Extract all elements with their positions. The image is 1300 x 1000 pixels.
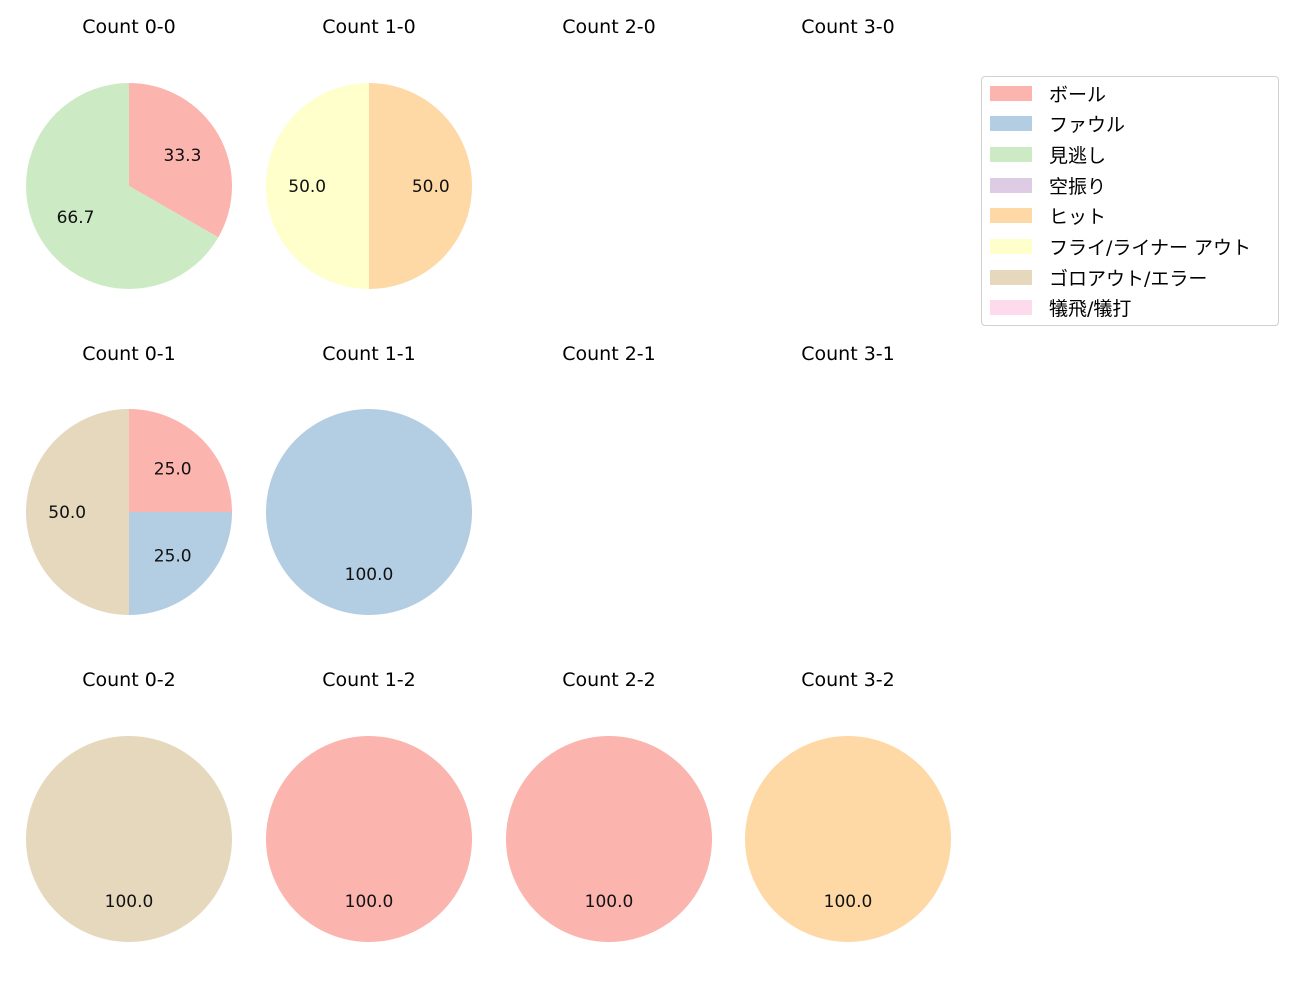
pie-title: Count 0-1 bbox=[82, 343, 176, 365]
pie-title: Count 3-0 bbox=[801, 16, 895, 38]
pie-slice bbox=[26, 736, 232, 942]
pie-slice bbox=[129, 409, 232, 512]
pie-slice bbox=[25, 83, 219, 289]
pie-value-label: 33.3 bbox=[164, 146, 202, 166]
legend-label: 見逃し bbox=[1049, 144, 1107, 167]
legend-item: 空振り bbox=[990, 173, 1107, 198]
pie-chart: 100.0 bbox=[26, 736, 232, 942]
pie-value-label: 25.0 bbox=[154, 547, 192, 567]
legend-label: 空振り bbox=[1049, 175, 1107, 198]
pie-title: Count 3-2 bbox=[801, 669, 895, 691]
pie-value-label: 100.0 bbox=[824, 892, 873, 912]
legend-swatch bbox=[990, 300, 1032, 316]
legend-swatch bbox=[990, 239, 1032, 254]
pie-chart: 100.0 bbox=[745, 736, 951, 942]
pie-title: Count 1-0 bbox=[322, 16, 416, 38]
pie-slice bbox=[129, 83, 232, 238]
pie-value-label: 100.0 bbox=[345, 565, 394, 585]
pie-title: Count 2-2 bbox=[562, 669, 656, 691]
legend-item: ボール bbox=[990, 81, 1107, 106]
legend-item: 見逃し bbox=[990, 142, 1107, 167]
pie-title: Count 0-0 bbox=[82, 16, 176, 38]
pie-slice bbox=[745, 736, 951, 942]
pie-value-label: 50.0 bbox=[412, 177, 450, 197]
pie-value-label: 100.0 bbox=[585, 892, 634, 912]
pie-value-label: 100.0 bbox=[345, 892, 394, 912]
legend-item: ゴロアウト/エラー bbox=[990, 265, 1208, 290]
pie-slice bbox=[266, 736, 472, 942]
legend-label: 犠飛/犠打 bbox=[1049, 298, 1132, 321]
legend-label: ファウル bbox=[1049, 114, 1126, 137]
pie-slice bbox=[266, 83, 369, 289]
legend-item: フライ/ライナー アウト bbox=[990, 235, 1251, 259]
pie-title: Count 2-0 bbox=[562, 16, 656, 38]
legend-label: ヒット bbox=[1049, 206, 1107, 229]
pie-value-label: 50.0 bbox=[48, 503, 86, 523]
pie-value-label: 100.0 bbox=[105, 892, 154, 912]
pie-chart: 100.0 bbox=[266, 736, 472, 942]
pie-chart: 100.0 bbox=[266, 409, 472, 615]
pie-title: Count 1-2 bbox=[322, 669, 416, 691]
pie-title: Count 2-1 bbox=[562, 343, 656, 365]
legend-item: ヒット bbox=[990, 204, 1106, 228]
pie-chart: 25.0 25.0 50.0 bbox=[26, 409, 232, 615]
pie-title: Count 1-1 bbox=[322, 343, 416, 365]
pie-value-label: 50.0 bbox=[288, 177, 326, 197]
chart-legend: ボールファウル見逃し空振りヒットフライ/ライナー アウト ゴロアウト/エラー 犠飛/… bbox=[981, 76, 1279, 326]
legend-swatch bbox=[990, 208, 1032, 224]
legend-label: ボール bbox=[1049, 83, 1107, 106]
pie-slice bbox=[506, 736, 712, 942]
pie-slice bbox=[26, 409, 129, 615]
pie-value-label: 25.0 bbox=[154, 459, 192, 479]
pie-title: Count 0-2 bbox=[82, 669, 176, 691]
legend-swatch bbox=[990, 177, 1032, 193]
pie-value-label: 66.7 bbox=[57, 208, 95, 228]
legend-swatch bbox=[990, 116, 1032, 132]
pie-slice bbox=[129, 512, 232, 615]
legend-label: ゴロアウト/エラー bbox=[1049, 267, 1208, 290]
legend-item: ファウル bbox=[990, 112, 1125, 136]
pie-slice bbox=[266, 409, 472, 615]
pie-slice bbox=[369, 83, 472, 289]
legend-swatch bbox=[990, 146, 1032, 162]
pie-chart: 50.0 50.0 bbox=[266, 83, 472, 289]
legend-swatch bbox=[990, 269, 1032, 285]
legend-label: フライ/ライナー アウト bbox=[1049, 237, 1252, 259]
legend-item: 犠飛/犠打 bbox=[990, 296, 1131, 320]
pie-title: Count 3-1 bbox=[801, 343, 895, 365]
legend-swatch bbox=[990, 85, 1032, 101]
pie-chart: 100.0 bbox=[506, 736, 712, 942]
pie-chart: 33.3 66.7 bbox=[25, 83, 232, 289]
